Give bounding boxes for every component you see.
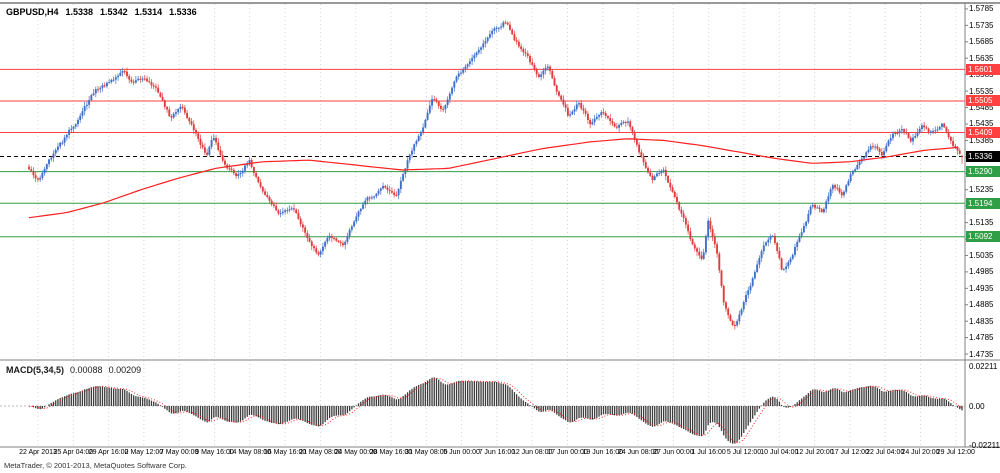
time-axis-label: 24 Jun 08:00 bbox=[617, 449, 659, 456]
time-axis-label: 12 Jun 08:00 bbox=[511, 449, 553, 456]
price-axis-tick: 1.5785 bbox=[969, 4, 994, 14]
ohlc-open: 1.5338 bbox=[65, 7, 94, 17]
price-axis-tick: 1.4935 bbox=[969, 283, 994, 293]
time-axis-label: 29 Jul 12:00 bbox=[936, 449, 975, 456]
metatrader-copyright: MetaTrader, © 2001-2013, MetaQuotes Soft… bbox=[4, 461, 187, 470]
ohlc-low: 1.5314 bbox=[134, 7, 163, 17]
macd-value-main: 0.00088 bbox=[70, 365, 103, 375]
time-axis-label: 1 Jul 16:00 bbox=[691, 449, 726, 456]
time-axis-label: 12 Jul 20:00 bbox=[795, 449, 834, 456]
price-axis-tick: 1.4885 bbox=[969, 300, 994, 310]
macd-label: MACD(5,34,5) bbox=[6, 365, 65, 375]
price-axis-tick: 1.5035 bbox=[969, 250, 994, 260]
time-axis-label: 5 Jun 00:00 bbox=[443, 449, 480, 456]
price-axis-tick: 1.4785 bbox=[969, 333, 994, 343]
time-axis-label: 14 May 08:00 bbox=[228, 449, 272, 456]
time-axis-label: 25 Apr 04:00 bbox=[53, 449, 94, 456]
price-axis-tick: 1.5485 bbox=[969, 103, 994, 113]
price-axis-tick: 1.5535 bbox=[969, 86, 994, 96]
price-axis-tick: 1.4985 bbox=[969, 267, 994, 277]
price-level-tag: 1.5409 bbox=[966, 127, 1000, 139]
price-axis-tick: 1.5685 bbox=[969, 37, 994, 47]
time-axis-label: 27 Jun 00:00 bbox=[653, 449, 694, 456]
time-axis-label: 10 Jul 04:00 bbox=[760, 449, 799, 456]
price-axis-tick: 1.5385 bbox=[969, 135, 994, 145]
macd-value-signal: 0.00209 bbox=[108, 365, 142, 375]
time-axis-label: 2 May 12:00 bbox=[124, 449, 164, 456]
time-axis-label: 16 May 16:00 bbox=[263, 449, 307, 456]
macd-header: MACD(5,34,5) 0.00088 0.00209 bbox=[6, 365, 147, 375]
price-axis-tick: 1.4835 bbox=[969, 316, 994, 326]
price-level-tag: 1.5194 bbox=[966, 197, 1000, 209]
symbol-timeframe: GBPUSD,H4 bbox=[6, 7, 59, 17]
time-axis-label: 31 May 08:00 bbox=[405, 449, 448, 456]
time-axis-label: 9 May 16:00 bbox=[195, 449, 234, 456]
price-level-tag: 1.5601 bbox=[966, 63, 1000, 75]
ohlc-close: 1.5336 bbox=[169, 7, 197, 17]
time-axis-label: 24 Jul 20:00 bbox=[901, 449, 940, 456]
macd-axis-tick: 0.00 bbox=[969, 401, 985, 411]
time-axis-label: 22 Jul 04:00 bbox=[866, 449, 905, 456]
symbol-header: GBPUSD,H4 1.5338 1.5342 1.5314 1.5336 bbox=[6, 7, 204, 17]
ohlc-high: 1.5342 bbox=[100, 7, 128, 17]
time-axis-label: 21 May 08:00 bbox=[299, 449, 342, 456]
price-level-tag: 1.5505 bbox=[966, 95, 1000, 107]
time-axis-label: 7 May 00:00 bbox=[159, 449, 199, 456]
price-axis-tick: 1.5235 bbox=[969, 185, 994, 195]
price-axis-tick: 1.4735 bbox=[969, 349, 994, 359]
time-axis-label: 5 Jul 12:00 bbox=[726, 449, 762, 456]
price-axis-tick: 1.5435 bbox=[969, 119, 994, 129]
price-axis-tick: 1.5135 bbox=[969, 218, 994, 228]
price-axis-tick: 1.5635 bbox=[969, 53, 994, 63]
time-axis-label: 17 Jun 00:00 bbox=[547, 449, 588, 456]
macd-axis-tick: 0.02211 bbox=[969, 362, 998, 371]
time-axis-label: 19 Jun 16:00 bbox=[582, 449, 624, 456]
price-axis-tick: 1.5735 bbox=[969, 20, 994, 30]
current-price-tag: 1.5336 bbox=[966, 151, 1000, 163]
time-axis-label: 29 Apr 16:00 bbox=[88, 449, 129, 456]
time-axis-label: 24 May 00:00 bbox=[334, 449, 377, 456]
time-axis-label: 22 Apr 2013 bbox=[19, 449, 57, 456]
price-level-tag: 1.5290 bbox=[966, 166, 1000, 178]
macd-axis-tick: -0.02211 bbox=[969, 441, 1000, 450]
time-axis-label: 28 May 16:00 bbox=[369, 449, 413, 456]
price-level-tag: 1.5092 bbox=[966, 231, 1000, 243]
time-axis-label: 7 Jun 16:00 bbox=[478, 449, 516, 456]
time-axis-label: 17 Jul 12:00 bbox=[830, 449, 869, 456]
